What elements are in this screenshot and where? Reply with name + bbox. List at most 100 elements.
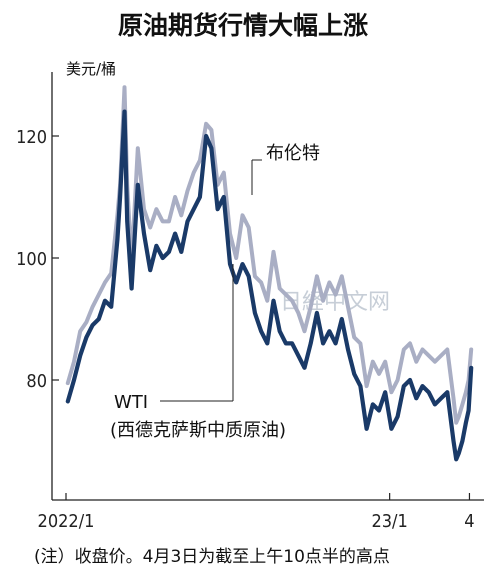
- data-point-wti-28: [228, 262, 232, 266]
- data-point-wti-64: [451, 439, 456, 443]
- data-point-wti-29: [234, 280, 238, 284]
- data-point-brent-23: [198, 158, 202, 162]
- data-point-wti-13: [136, 183, 140, 187]
- data-point-brent-54: [389, 390, 393, 394]
- data-point-wti-47: [346, 347, 350, 352]
- data-point-wti-18: [167, 250, 171, 254]
- data-point-wti-31: [247, 274, 251, 278]
- data-point-wti-14: [142, 232, 146, 236]
- data-point-brent-2: [78, 329, 82, 333]
- data-point-brent-51: [371, 360, 375, 364]
- data-point-brent-64: [451, 396, 456, 400]
- data-point-wti-26: [216, 207, 220, 211]
- data-point-brent-20: [179, 213, 183, 217]
- data-point-wti-69: [467, 408, 471, 413]
- data-point-brent-43: [321, 299, 325, 303]
- data-point-wti-9: [118, 195, 122, 199]
- data-point-brent-35: [271, 250, 276, 254]
- x-ticks: 2022/1 23/1 4: [38, 493, 475, 532]
- data-point-wti-44: [327, 329, 331, 333]
- data-point-wti-38: [290, 341, 294, 345]
- data-point-brent-41: [309, 305, 313, 309]
- wti-series-sublabel: (西德克萨斯中质原油): [110, 420, 286, 441]
- data-point-wti-61: [433, 402, 437, 406]
- data-point-brent-49: [358, 341, 362, 345]
- data-point-brent-40: [302, 329, 307, 333]
- data-point-brent-13: [136, 146, 140, 150]
- data-point-brent-70: [469, 347, 473, 352]
- y-unit-label: 美元/桶: [66, 60, 116, 78]
- data-point-brent-1: [72, 360, 76, 364]
- data-point-wti-58: [414, 396, 418, 400]
- data-point-brent-58: [414, 360, 418, 364]
- data-point-wti-59: [420, 384, 425, 388]
- data-point-brent-19: [173, 195, 177, 199]
- chart-footnote: (注）收盘价。4月3日为截至上午10点半的高点: [34, 547, 390, 567]
- data-point-wti-15: [148, 268, 152, 272]
- data-point-brent-4: [91, 305, 95, 309]
- data-point-wti-23: [198, 195, 202, 199]
- data-point-brent-22: [192, 171, 196, 175]
- data-point-wti-7: [109, 305, 113, 309]
- data-point-wti-46: [340, 317, 344, 321]
- data-point-brent-46: [340, 274, 344, 278]
- data-point-wti-33: [259, 329, 263, 333]
- data-point-wti-55: [396, 415, 400, 419]
- data-point-wti-60: [427, 390, 431, 394]
- data-point-brent-45: [334, 293, 338, 297]
- data-point-brent-57: [408, 341, 412, 345]
- data-point-wti-63: [445, 390, 449, 394]
- data-point-brent-31: [247, 225, 251, 230]
- data-point-brent-37: [284, 293, 288, 297]
- data-point-brent-61: [433, 360, 437, 364]
- data-point-wti-48: [352, 372, 356, 376]
- data-point-wti-70: [469, 366, 473, 370]
- data-point-wti-0: [66, 399, 70, 403]
- data-point-brent-48: [352, 335, 356, 339]
- data-point-brent-67: [460, 402, 464, 406]
- data-point-brent-42: [315, 274, 319, 278]
- data-point-wti-51: [371, 402, 375, 406]
- data-point-brent-65: [454, 421, 458, 425]
- data-point-brent-21: [185, 189, 190, 193]
- data-point-wti-50: [365, 427, 369, 431]
- data-point-brent-62: [439, 354, 443, 358]
- data-point-brent-32: [253, 274, 257, 278]
- data-point-wti-67: [460, 439, 464, 443]
- data-point-wti-56: [402, 384, 406, 388]
- data-point-wti-11: [125, 219, 129, 223]
- data-point-wti-35: [271, 299, 276, 303]
- data-point-wti-1: [72, 378, 76, 382]
- data-point-brent-44: [327, 280, 331, 284]
- data-point-brent-24: [204, 122, 208, 126]
- data-point-brent-39: [296, 311, 300, 315]
- data-point-brent-5: [97, 293, 101, 297]
- data-point-wti-42: [315, 311, 319, 315]
- data-point-wti-52: [377, 408, 381, 413]
- data-point-brent-15: [148, 225, 152, 230]
- y-tick-label: 100: [16, 249, 47, 270]
- data-point-wti-49: [358, 384, 362, 388]
- data-point-wti-16: [154, 244, 158, 248]
- data-point-wti-34: [265, 341, 269, 345]
- data-point-brent-17: [161, 219, 165, 223]
- brent-series-label: 布伦特: [266, 143, 320, 164]
- data-point-brent-53: [383, 360, 387, 364]
- data-point-brent-3: [84, 320, 88, 324]
- data-point-wti-5: [97, 317, 101, 321]
- data-point-wti-36: [278, 329, 282, 333]
- data-point-wti-54: [389, 427, 393, 431]
- data-point-wti-40: [302, 366, 307, 370]
- data-point-brent-63: [445, 347, 449, 352]
- data-point-wti-37: [284, 341, 288, 345]
- data-point-wti-30: [240, 262, 245, 266]
- data-point-wti-12: [130, 286, 134, 291]
- data-point-brent-7: [109, 271, 113, 275]
- data-point-wti-10: [122, 110, 127, 114]
- data-point-wti-41: [309, 341, 313, 345]
- data-point-wti-8: [115, 238, 119, 242]
- data-point-brent-18: [167, 219, 171, 223]
- data-point-brent-55: [396, 378, 400, 382]
- data-point-wti-17: [161, 256, 165, 260]
- data-point-brent-60: [427, 354, 431, 358]
